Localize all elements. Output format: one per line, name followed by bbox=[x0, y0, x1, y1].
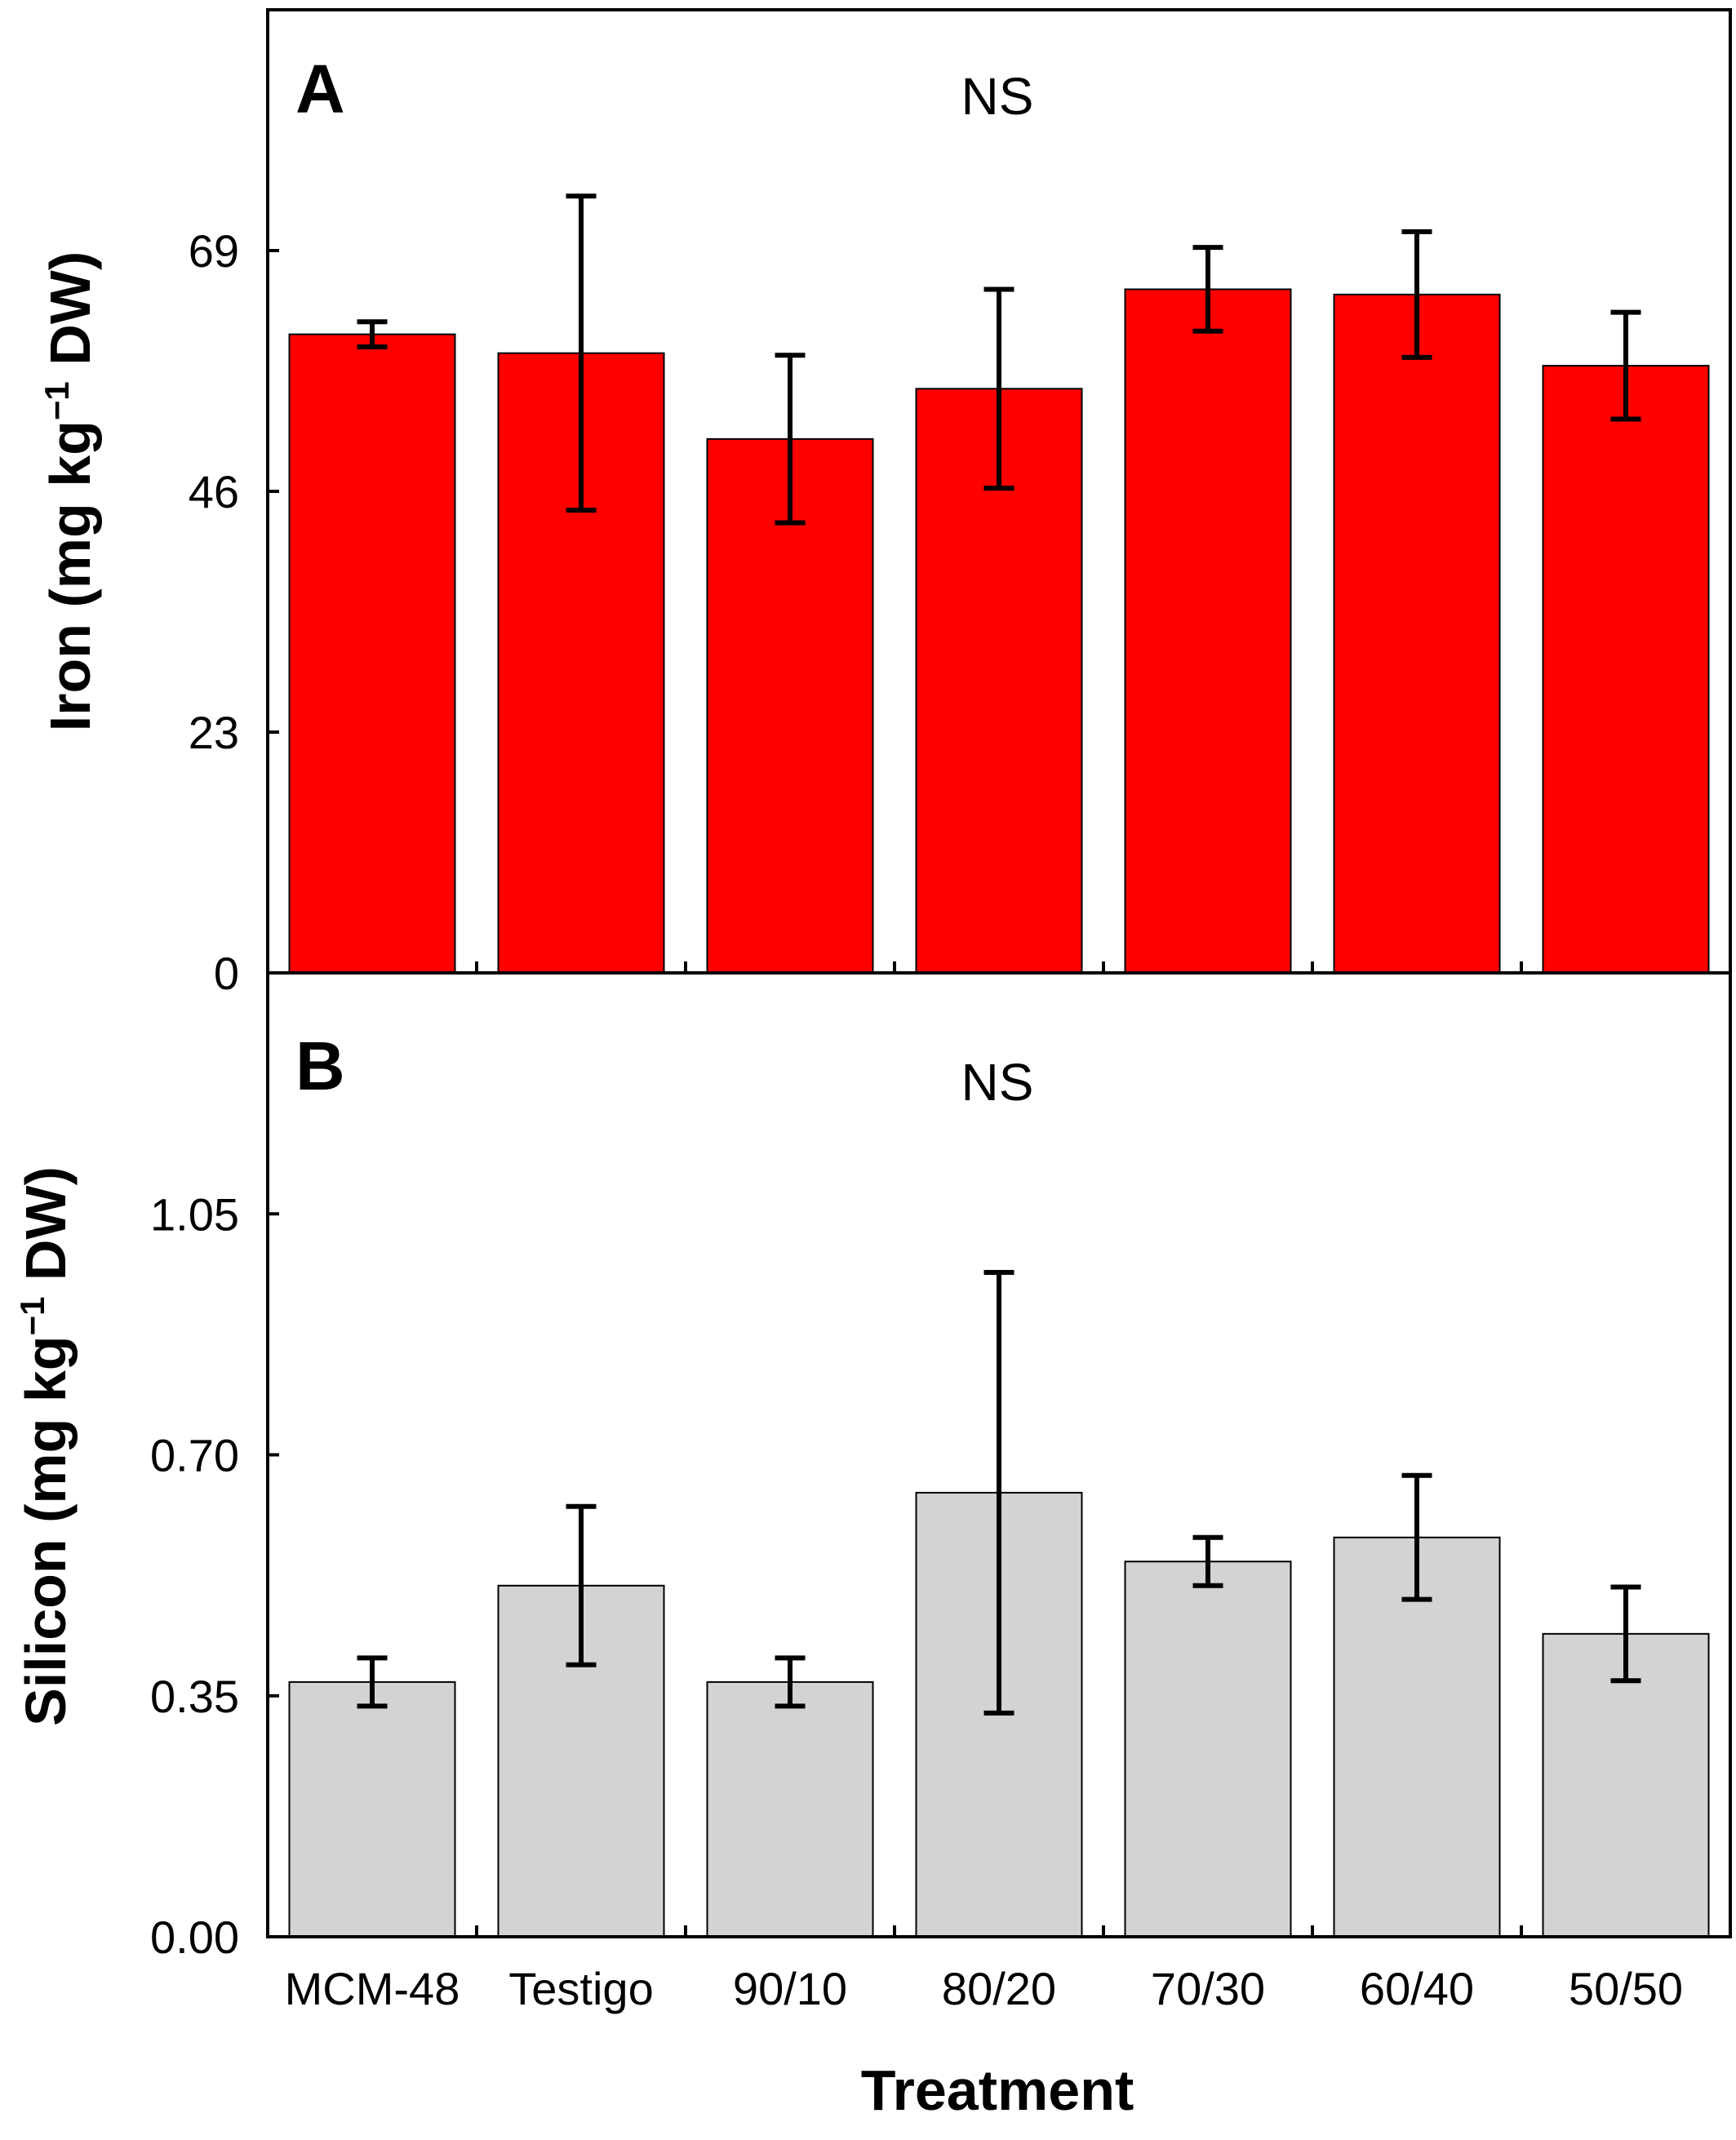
x-axis-title: Treatment bbox=[861, 2058, 1134, 2122]
bar-60-40 bbox=[1333, 1536, 1501, 1938]
x-axis: MCM-48 Testigo 90/10 80/20 70/30 60/40 50/50 Tr… bbox=[285, 1963, 1683, 2122]
panel-a: 0 23 46 69 A NS Iron (mg kg−1 DW) bbox=[38, 8, 1732, 999]
y-tick-label: 23 bbox=[189, 707, 239, 758]
error-bar bbox=[1192, 245, 1223, 334]
bar-70-30 bbox=[1124, 288, 1292, 974]
bar-50-50 bbox=[1542, 1632, 1710, 1938]
y-tick-label: 0.70 bbox=[150, 1430, 239, 1481]
y-tick-label: 0.35 bbox=[150, 1671, 239, 1722]
x-tick-label: 90/10 bbox=[733, 1963, 847, 2014]
significance-label: NS bbox=[961, 67, 1034, 126]
error-bar bbox=[1401, 229, 1432, 360]
error-bar bbox=[983, 1269, 1015, 1716]
y-axis-title: Iron (mg kg−1 DW) bbox=[38, 251, 102, 731]
bar-mcm-48 bbox=[288, 333, 456, 974]
x-tick-label: Testigo bbox=[508, 1963, 653, 2014]
error-bar bbox=[1192, 1534, 1223, 1588]
y-tick-label: 46 bbox=[189, 466, 239, 517]
error-bar bbox=[566, 193, 597, 513]
error-bar bbox=[775, 353, 806, 526]
error-bar bbox=[357, 1655, 388, 1709]
y-axis-title: Silicon (mg kg−1 DW) bbox=[13, 1166, 78, 1726]
bar-60-40 bbox=[1333, 293, 1501, 974]
error-bar bbox=[357, 319, 388, 349]
y-tick-label: 1.05 bbox=[150, 1188, 239, 1240]
error-bar bbox=[1401, 1472, 1432, 1602]
panel-b: 0.00 0.35 0.70 1.05 B NS Silicon (mg kg−1 DW) bbox=[13, 971, 1732, 1963]
x-tick-label: MCM-48 bbox=[285, 1963, 460, 2014]
x-tick-label: 50/50 bbox=[1569, 1963, 1683, 2014]
significance-label: NS bbox=[961, 1053, 1034, 1112]
error-bar bbox=[1610, 1584, 1641, 1684]
bar-mcm-48 bbox=[288, 1680, 456, 1938]
x-tick-label: 70/30 bbox=[1151, 1963, 1265, 2014]
error-bar bbox=[1610, 309, 1641, 422]
bar-90-10 bbox=[706, 1680, 874, 1938]
error-bar bbox=[775, 1655, 806, 1709]
bar-70-30 bbox=[1124, 1561, 1292, 1938]
panel-label: B bbox=[295, 1028, 345, 1104]
x-tick-label: 60/40 bbox=[1360, 1963, 1474, 2014]
y-tick-label: 0.00 bbox=[150, 1911, 239, 1963]
bar-90-10 bbox=[706, 437, 874, 974]
error-bar bbox=[566, 1503, 597, 1667]
panel-label: A bbox=[295, 51, 345, 127]
y-tick-label: 0 bbox=[214, 948, 239, 999]
x-tick-label: 80/20 bbox=[942, 1963, 1056, 2014]
error-bar bbox=[983, 286, 1015, 491]
bar-50-50 bbox=[1542, 365, 1710, 974]
y-tick-label: 69 bbox=[189, 225, 239, 277]
